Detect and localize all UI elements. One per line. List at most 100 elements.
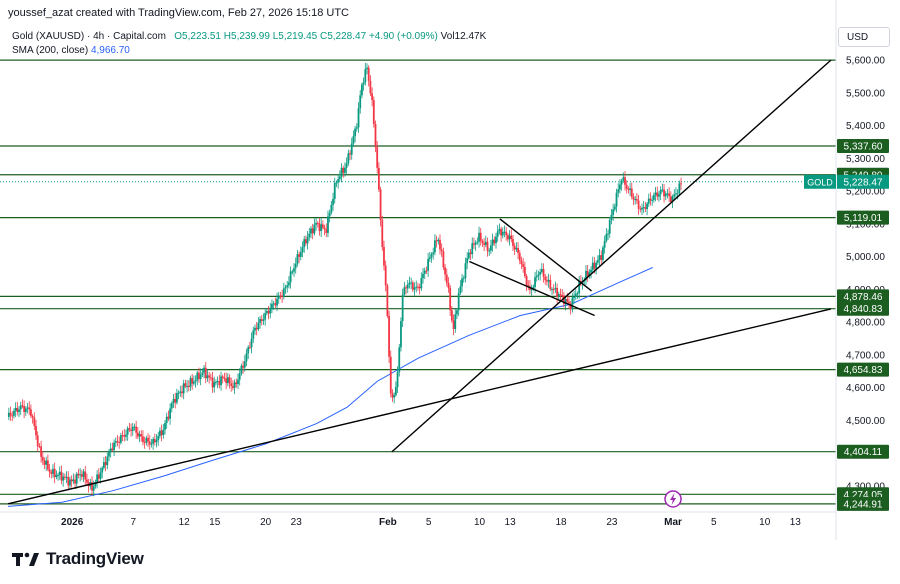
wedge-lower-line[interactable]	[469, 260, 595, 317]
candle-body	[215, 381, 217, 383]
candle-body	[182, 383, 185, 394]
candle-body	[547, 279, 550, 282]
candle-body	[108, 451, 110, 457]
candle-body	[659, 189, 662, 195]
candle-body	[74, 479, 76, 484]
candle-body	[464, 263, 467, 278]
candle-body	[181, 391, 183, 394]
candle-body	[209, 377, 212, 379]
candle-body	[586, 270, 589, 277]
candle-body	[525, 275, 528, 285]
candle-body	[55, 475, 58, 478]
candle-body	[637, 200, 640, 209]
symbol-title[interactable]: Gold (XAUUSD) · 4h · Capital.com	[12, 31, 166, 42]
candle-body	[644, 207, 647, 209]
sma-line[interactable]	[7, 267, 653, 507]
candle-body	[510, 235, 513, 239]
level-price-tag-bg	[837, 289, 889, 304]
candle-body	[46, 460, 49, 470]
candle-body	[143, 442, 146, 444]
candle-body	[658, 194, 660, 197]
candle-body	[310, 228, 312, 234]
y-tick-label: 4,500.00	[846, 416, 885, 427]
candle-body	[627, 188, 630, 190]
candle-body	[571, 297, 574, 310]
candle-body	[65, 476, 68, 478]
candle-body	[401, 294, 404, 322]
candle-body	[673, 194, 676, 197]
candle-body	[556, 287, 559, 297]
candle-body	[500, 228, 502, 236]
candle-body	[57, 474, 59, 476]
symbol-legend: Gold (XAUUSD) · 4h · Capital.com O5,223.…	[12, 30, 486, 58]
candle-body	[103, 462, 105, 468]
candle-body	[159, 430, 161, 436]
candle-body	[647, 198, 650, 204]
candle-body	[41, 456, 44, 461]
candle-body	[230, 383, 233, 387]
candle-body	[384, 265, 387, 286]
candle-body	[607, 233, 609, 235]
candle-body	[247, 347, 250, 354]
tradingview-logo[interactable]: TradingView	[12, 548, 144, 570]
candle-body	[493, 239, 496, 244]
candle-body	[48, 469, 51, 472]
currency-button[interactable]: USD	[838, 27, 890, 47]
candle-body	[532, 286, 535, 290]
rising-support-trendline[interactable]	[391, 59, 832, 453]
candle-body	[80, 474, 83, 477]
candle-body	[289, 271, 292, 283]
candle-body	[564, 299, 567, 305]
candle-body	[248, 347, 251, 349]
candle-body	[184, 383, 187, 387]
candle-body	[394, 387, 397, 396]
candle-body	[617, 189, 620, 193]
change-value: +4.90 (+0.09%)	[368, 31, 438, 42]
level-price-tag-bg	[837, 444, 889, 459]
candle-body	[118, 441, 121, 443]
candle-body	[498, 228, 501, 232]
candle-body	[473, 243, 475, 245]
x-tick-label: 13	[505, 517, 517, 528]
candle-body	[612, 209, 615, 215]
candle-body	[641, 207, 643, 210]
candle-body	[400, 321, 402, 348]
candle-body	[445, 274, 448, 283]
economic-event-icon[interactable]	[664, 490, 682, 508]
x-tick-label: 10	[759, 517, 771, 528]
candle-body	[101, 467, 104, 473]
candle-body	[77, 473, 80, 476]
candle-body	[588, 272, 591, 277]
candle-body	[148, 441, 151, 445]
candle-body	[169, 408, 172, 419]
candle-body	[459, 286, 462, 294]
candle-body	[425, 270, 428, 272]
wedge-upper-line[interactable]	[499, 218, 593, 292]
candle-body	[527, 284, 530, 287]
candle-body	[457, 293, 460, 311]
candle-body	[328, 212, 331, 217]
candle-body	[625, 184, 628, 189]
sma-row: SMA (200, close) 4,966.70	[12, 44, 486, 58]
candle-body	[364, 69, 367, 83]
candle-body	[496, 231, 499, 237]
candle-body	[216, 381, 219, 383]
candle-body	[30, 409, 32, 416]
candle-body	[92, 486, 95, 491]
lower-support-trendline[interactable]	[7, 308, 832, 505]
sma-label[interactable]: SMA (200, close)	[12, 45, 89, 56]
candle-body	[423, 270, 426, 274]
candle-body	[454, 314, 457, 329]
candle-body	[121, 435, 124, 437]
candle-body	[471, 243, 474, 255]
candle-body	[381, 220, 384, 247]
candle-body	[595, 262, 598, 269]
candle-body	[35, 425, 37, 436]
x-tick-label: 18	[555, 517, 567, 528]
candle-body	[104, 462, 107, 466]
candle-body	[408, 282, 411, 285]
close-value: C5,228.47	[320, 31, 367, 42]
candle-body	[635, 199, 638, 201]
candle-body	[398, 347, 401, 373]
